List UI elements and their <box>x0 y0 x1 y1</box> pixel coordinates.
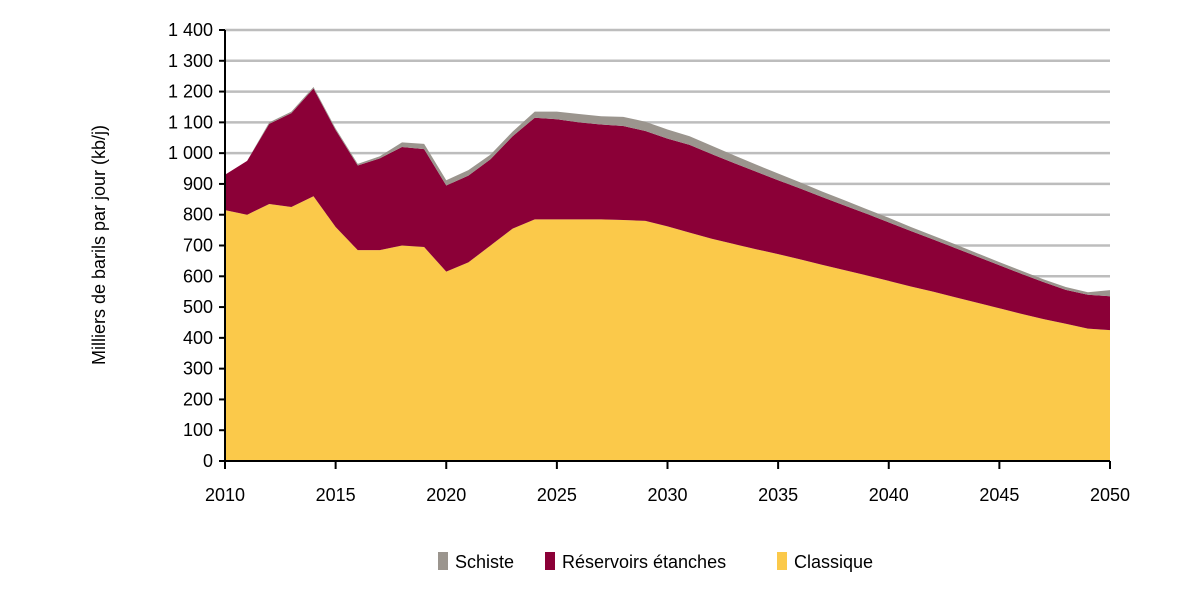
x-tick-labels: 2010 2015 2020 2025 2030 2035 2040 2045 2050 <box>205 485 1130 505</box>
y-tick-label: 800 <box>183 205 213 225</box>
y-tick-label: 1 400 <box>168 20 213 40</box>
y-tick-label: 600 <box>183 266 213 286</box>
y-tick-label: 200 <box>183 389 213 409</box>
y-tick-label: 400 <box>183 328 213 348</box>
legend-swatch <box>777 552 787 570</box>
y-axis-title: Milliers de barils par jour (kb/j) <box>89 125 109 365</box>
y-tick-label: 1 300 <box>168 51 213 71</box>
plot-areas <box>225 86 1110 461</box>
x-tick-label: 2015 <box>316 485 356 505</box>
y-tick-label: 1 200 <box>168 82 213 102</box>
area-reservoirs-etanches <box>225 88 1110 331</box>
y-tick-label: 700 <box>183 236 213 256</box>
axes <box>219 29 1111 469</box>
x-tick-label: 2045 <box>979 485 1019 505</box>
legend: Schiste Réservoirs étanches Classique <box>438 552 873 572</box>
y-tick-label: 500 <box>183 297 213 317</box>
y-tick-label: 300 <box>183 359 213 379</box>
legend-swatch <box>438 552 448 570</box>
y-tick-label: 0 <box>203 451 213 471</box>
y-tick-label: 1 100 <box>168 112 213 132</box>
area-classique <box>225 196 1110 461</box>
x-tick-label: 2050 <box>1090 485 1130 505</box>
x-tick-label: 2035 <box>758 485 798 505</box>
y-tick-labels: 0 100 200 300 400 500 600 700 800 900 1 000 1 100 1 … <box>168 20 213 471</box>
x-tick-label: 2040 <box>869 485 909 505</box>
x-tick-label: 2025 <box>537 485 577 505</box>
y-tick-label: 900 <box>183 174 213 194</box>
y-tick-label: 100 <box>183 420 213 440</box>
legend-label: Schiste <box>455 552 514 572</box>
x-tick-label: 2020 <box>426 485 466 505</box>
legend-swatch <box>545 552 555 570</box>
x-tick-label: 2010 <box>205 485 245 505</box>
y-tick-label: 1 000 <box>168 143 213 163</box>
legend-label: Classique <box>794 552 873 572</box>
legend-label: Réservoirs étanches <box>562 552 726 572</box>
x-tick-label: 2030 <box>647 485 687 505</box>
